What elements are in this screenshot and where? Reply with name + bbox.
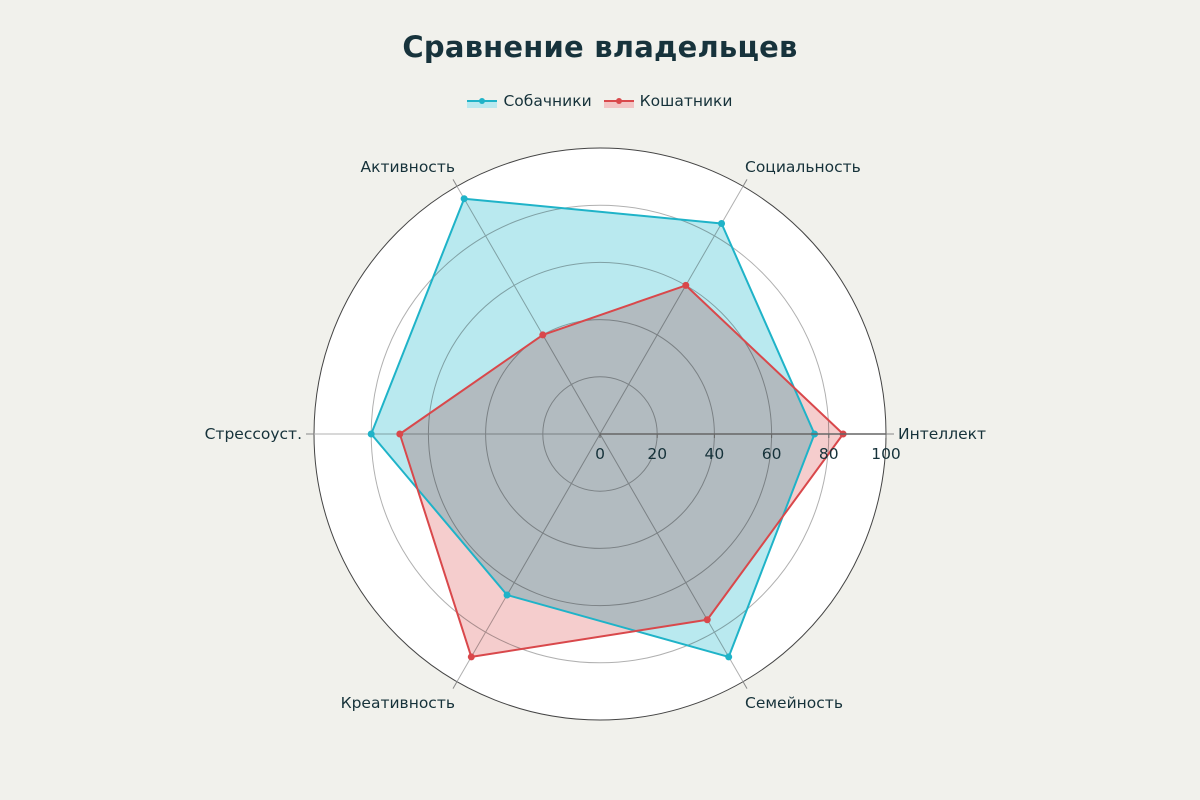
radial-axis: 0 20 40 60 80 100 (595, 433, 901, 463)
radial-tick-label: 40 (705, 445, 725, 463)
data-point[interactable] (396, 430, 404, 438)
series-fill (399, 285, 844, 657)
category-label: Стрессоуст. (205, 425, 302, 443)
data-point[interactable] (367, 430, 375, 438)
series-layer (367, 195, 847, 661)
data-point[interactable] (718, 219, 726, 227)
category-label: Креативность (341, 694, 455, 712)
radial-tick-label: 60 (762, 445, 782, 463)
radial-tick-label: 20 (647, 445, 667, 463)
legend: Собачники Кошатники (0, 92, 1200, 110)
legend-label-cats: Кошатники (639, 92, 733, 110)
data-point[interactable] (682, 281, 690, 289)
legend-item-cats[interactable]: Кошатники (603, 92, 733, 110)
radial-tick-label: 0 (595, 445, 605, 463)
legend-item-dogs[interactable]: Собачники (467, 92, 592, 110)
chart-title: Сравнение владельцев (402, 30, 798, 64)
data-point[interactable] (467, 653, 475, 661)
legend-swatch-dogs-icon (467, 94, 498, 108)
data-point[interactable] (725, 653, 733, 661)
data-point[interactable] (703, 616, 711, 624)
spoke-tick (452, 681, 458, 689)
data-point[interactable] (460, 195, 468, 203)
spoke-tick (742, 179, 748, 187)
radial-tick-label: 100 (871, 445, 901, 463)
data-point[interactable] (539, 331, 547, 339)
category-label: Активность (360, 158, 455, 176)
category-labels: Интеллект Социальность Активность Стрессоус… (205, 158, 986, 712)
category-label: Интеллект (898, 425, 986, 443)
legend-swatch-cats-icon (603, 94, 634, 108)
legend-label-dogs: Собачники (503, 92, 592, 110)
category-label: Семейность (745, 694, 843, 712)
category-label: Социальность (745, 158, 861, 176)
series-outline-dogs (367, 195, 818, 661)
spoke-tick (452, 179, 458, 187)
radial-tick-label: 80 (819, 445, 839, 463)
series-outline-cats (396, 281, 847, 661)
spoke-tick (742, 681, 748, 689)
data-point[interactable] (503, 591, 511, 599)
series-cats (399, 285, 844, 657)
